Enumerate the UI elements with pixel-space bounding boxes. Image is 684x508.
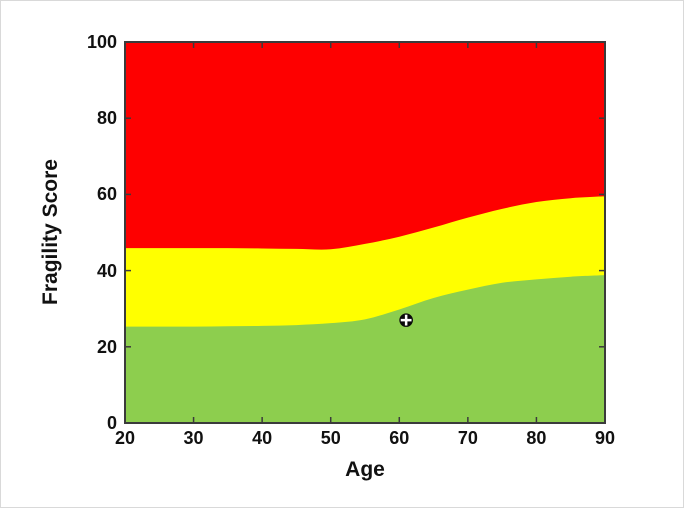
x-tick-label-40: 40 [252, 428, 273, 448]
x-tick-label-30: 30 [183, 428, 204, 448]
y-tick-label-40: 40 [96, 260, 117, 281]
y-tick-label-0: 0 [106, 413, 117, 433]
x-axis-title: Age [345, 458, 385, 481]
marker-cross-vertical [404, 314, 408, 326]
x-tick-label-50: 50 [320, 428, 341, 448]
x-tick-label-80: 80 [526, 428, 547, 448]
y-tick-label-20: 20 [96, 336, 117, 357]
x-tick-label-60: 60 [389, 428, 410, 448]
y-axis-title: Fragility Score [39, 159, 62, 305]
low-fragility-region [125, 275, 605, 423]
x-tick-label-90: 90 [594, 428, 616, 448]
y-tick-label-80: 80 [96, 108, 117, 129]
axis-box [124, 41, 606, 424]
x-tick-label-20: 20 [114, 428, 136, 448]
x-tick-label-70: 70 [457, 428, 478, 448]
y-tick-label-60: 60 [96, 184, 117, 205]
y-tick-label-100: 100 [86, 32, 117, 52]
